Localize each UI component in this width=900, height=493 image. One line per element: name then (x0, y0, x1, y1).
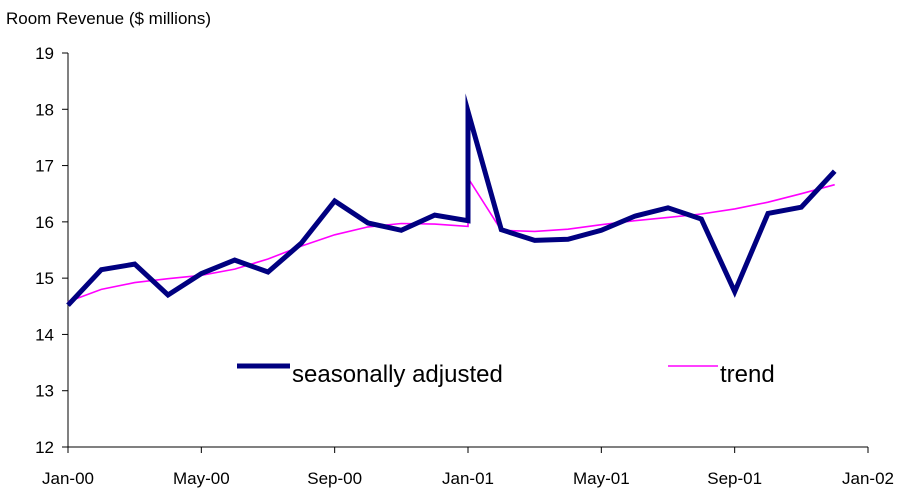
x-tick-label: Jan-01 (442, 469, 494, 488)
x-tick-label: Sep-00 (307, 469, 362, 488)
y-tick-label: 19 (35, 44, 54, 63)
series-layer (66, 93, 837, 307)
x-tick-label: Jan-02 (842, 469, 894, 488)
x-tick-label: May-00 (173, 469, 230, 488)
legend-label-seasonally-adjusted: seasonally adjusted (292, 361, 503, 388)
legend-label-trend: trend (720, 361, 775, 388)
y-tick-label: 15 (35, 269, 54, 288)
legend: seasonally adjusted trend (237, 361, 775, 388)
axes: 12 13 14 15 16 17 18 19 Jan-00 May-00 Sep-00 Jan-01… (35, 44, 894, 488)
x-tick-label: Sep-01 (707, 469, 762, 488)
y-tick-label: 17 (35, 157, 54, 176)
x-tick-label: Jan-00 (42, 469, 94, 488)
y-tick-label: 13 (35, 382, 54, 401)
y-tick-label: 16 (35, 213, 54, 232)
series-line-seasonally-adjusted (66, 93, 837, 307)
y-tick-label: 14 (35, 325, 54, 344)
y-axis-title: Room Revenue ($ millions) (6, 9, 211, 28)
x-tick-label: May-01 (573, 469, 630, 488)
y-tick-label: 18 (35, 100, 54, 119)
y-tick-label: 12 (35, 438, 54, 457)
